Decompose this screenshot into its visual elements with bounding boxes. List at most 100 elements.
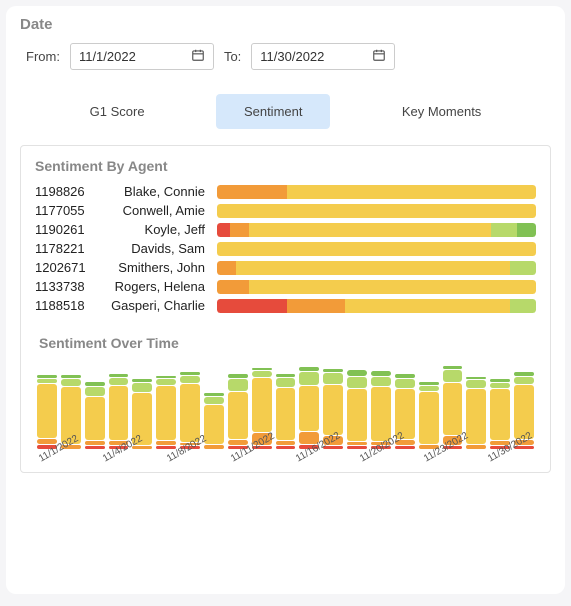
from-date-picker[interactable] <box>70 43 214 70</box>
to-date-input[interactable] <box>260 49 350 64</box>
agent-id: 1133738 <box>35 279 97 294</box>
to-date-picker[interactable] <box>251 43 395 70</box>
agent-id: 1177055 <box>35 203 97 218</box>
sentiment-segment <box>217 223 230 237</box>
date-range-row: From: To: <box>20 43 551 70</box>
agent-sentiment-bar <box>217 223 536 237</box>
sentiment-panel: Sentiment By Agent 1198826Blake, Connie1… <box>20 145 551 473</box>
overtime-segment <box>85 441 105 446</box>
overtime-segment <box>156 446 176 449</box>
overtime-segment <box>252 368 272 371</box>
overtime-segment <box>109 386 129 440</box>
overtime-segment <box>299 386 319 431</box>
sentiment-segment <box>217 185 287 199</box>
sentiment-segment <box>217 204 536 218</box>
from-label: From: <box>26 49 60 64</box>
agent-row: 1178221Davids, Sam <box>35 241 536 256</box>
dashboard-container: Date From: To: G1 Score Sentiment Key Mome… <box>6 6 565 594</box>
overtime-segment <box>61 375 81 378</box>
overtime-segment <box>228 379 248 392</box>
overtime-segment <box>347 446 367 449</box>
overtime-segment <box>347 389 367 441</box>
sentiment-segment <box>217 280 249 294</box>
overtime-segment <box>466 380 486 387</box>
agent-row: 1188518Gasperi, Charlie <box>35 298 536 313</box>
tab-sentiment[interactable]: Sentiment <box>216 94 331 129</box>
agent-list: 1198826Blake, Connie 1177055Conwell, Amie… <box>35 184 536 313</box>
sentiment-segment <box>217 299 287 313</box>
overtime-segment <box>228 392 248 439</box>
overtime-column <box>490 379 510 449</box>
overtime-segment <box>156 379 176 384</box>
overtime-segment <box>85 387 105 396</box>
agent-row: 1177055Conwell, Amie <box>35 203 536 218</box>
date-section-header: Date <box>20 16 551 33</box>
overtime-segment <box>419 382 439 385</box>
overtime-column <box>299 367 319 449</box>
sentiment-segment <box>217 261 236 275</box>
agent-row: 1198826Blake, Connie <box>35 184 536 199</box>
agent-id: 1190261 <box>35 222 97 237</box>
overtime-column <box>109 374 129 449</box>
overtime-segment <box>204 393 224 396</box>
agent-row: 1202671Smithers, John <box>35 260 536 275</box>
agent-sentiment-bar <box>217 204 536 218</box>
overtime-segment <box>514 385 534 439</box>
overtime-segment <box>347 442 367 446</box>
overtime-segment <box>180 376 200 383</box>
tab-g1-score[interactable]: G1 Score <box>62 94 173 129</box>
overtime-segment <box>299 372 319 385</box>
overtime-segment <box>514 377 534 384</box>
agent-id: 1198826 <box>35 184 97 199</box>
overtime-segment <box>276 388 296 440</box>
overtime-column <box>85 382 105 449</box>
overtime-segment <box>132 379 152 383</box>
overtime-segment <box>395 374 415 378</box>
overtime-segment <box>228 374 248 378</box>
sentiment-segment <box>510 261 536 275</box>
overtime-segment <box>85 382 105 386</box>
overtime-segment <box>347 377 367 388</box>
overtime-segment <box>443 366 463 369</box>
sentiment-segment <box>345 299 511 313</box>
agent-name: Koyle, Jeff <box>97 222 217 237</box>
overtime-segment <box>371 371 391 376</box>
overtime-segment <box>204 445 224 449</box>
calendar-icon[interactable] <box>372 48 386 65</box>
agent-sentiment-bar <box>217 299 536 313</box>
overtime-segment <box>276 441 296 446</box>
agent-name: Blake, Connie <box>97 184 217 199</box>
overtime-segment <box>180 372 200 375</box>
agent-sentiment-bar <box>217 242 536 256</box>
overtime-segment <box>490 379 510 382</box>
sentiment-segment <box>517 223 536 237</box>
agent-sentiment-bar <box>217 185 536 199</box>
overtime-segment <box>395 446 415 449</box>
overtime-column <box>37 375 57 449</box>
overtime-segment <box>85 397 105 440</box>
overtime-column <box>347 370 367 449</box>
agent-row: 1190261Koyle, Jeff <box>35 222 536 237</box>
agent-sentiment-bar <box>217 261 536 275</box>
sentiment-segment <box>217 242 536 256</box>
overtime-header: Sentiment Over Time <box>39 335 536 351</box>
overtime-segment <box>37 384 57 438</box>
overtime-x-axis: 11/1/202211/4/202211/8/202211/11/202211/… <box>35 455 536 466</box>
agent-id: 1188518 <box>35 298 97 313</box>
sentiment-segment <box>249 223 491 237</box>
overtime-column <box>419 382 439 449</box>
sentiment-segment <box>230 223 249 237</box>
overtime-segment <box>371 377 391 386</box>
agent-name: Davids, Sam <box>97 241 217 256</box>
overtime-segment <box>252 371 272 376</box>
overtime-segment <box>109 378 129 385</box>
overtime-segment <box>443 383 463 435</box>
overtime-segment <box>466 377 486 380</box>
calendar-icon[interactable] <box>191 48 205 65</box>
from-date-input[interactable] <box>79 49 169 64</box>
tab-key-moments[interactable]: Key Moments <box>374 94 509 129</box>
overtime-segment <box>37 375 57 379</box>
sentiment-segment <box>249 280 536 294</box>
overtime-segment <box>276 378 296 387</box>
overtime-segment <box>85 446 105 449</box>
